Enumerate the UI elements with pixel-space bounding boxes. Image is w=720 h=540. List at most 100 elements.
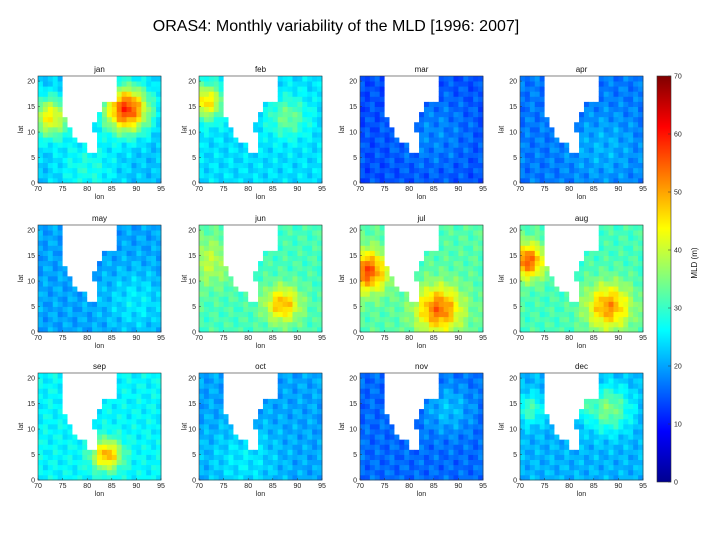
heatmap-cell — [423, 255, 430, 262]
heatmap-cell — [524, 91, 531, 97]
heatmap-cell — [111, 177, 118, 184]
heatmap-cell — [121, 474, 127, 481]
x-axis-label: lon — [417, 343, 426, 350]
heatmap-cell — [618, 311, 624, 318]
heatmap-cell — [603, 225, 609, 231]
heatmap-cell — [287, 250, 293, 256]
heatmap-cell — [414, 316, 420, 323]
heatmap-cell — [272, 321, 279, 328]
heatmap-cell — [218, 260, 224, 267]
heatmap-cell — [272, 137, 279, 143]
heatmap-cell — [374, 301, 381, 307]
heatmap-cell — [126, 101, 132, 107]
heatmap-cell — [82, 408, 88, 415]
heatmap-cell — [423, 121, 430, 128]
heatmap-cell — [374, 111, 381, 118]
heatmap-cell — [156, 255, 162, 262]
heatmap-cell — [583, 111, 590, 118]
heatmap-cell — [433, 245, 440, 251]
heatmap-cell — [419, 291, 425, 297]
heatmap-cell — [423, 316, 430, 323]
heatmap-cell — [468, 126, 474, 133]
heatmap-cell — [42, 464, 49, 471]
heatmap-cell — [414, 296, 420, 302]
heatmap-cell — [574, 137, 580, 143]
heatmap-cell — [199, 301, 205, 307]
heatmap-cell — [623, 275, 629, 282]
heatmap-cell — [312, 76, 318, 82]
heatmap-cell — [57, 469, 63, 476]
heatmap-cell — [77, 281, 83, 287]
heatmap-cell — [520, 245, 526, 251]
heatmap-cell — [151, 121, 157, 128]
heatmap-cell — [618, 137, 624, 143]
heatmap-cell — [47, 245, 54, 251]
heatmap-cell — [539, 286, 545, 292]
heatmap-cell — [156, 142, 162, 148]
heatmap-cell — [549, 142, 555, 148]
heatmap-cell — [136, 137, 142, 143]
heatmap-cell — [438, 265, 445, 272]
heatmap-cell — [463, 142, 469, 148]
heatmap-cell — [126, 373, 132, 379]
heatmap-cell — [374, 240, 381, 246]
heatmap-cell — [394, 316, 400, 323]
heatmap-cell — [468, 225, 474, 231]
heatmap-cell — [238, 311, 244, 318]
heatmap-cell — [82, 91, 88, 97]
heatmap-cell — [593, 116, 600, 123]
heatmap-cell — [423, 76, 430, 82]
heatmap-cell — [156, 270, 162, 277]
heatmap-cell — [529, 91, 536, 97]
heatmap-cell — [92, 225, 98, 231]
heatmap-cell — [613, 270, 619, 277]
heatmap-cell — [520, 250, 526, 256]
heatmap-cell — [389, 76, 395, 82]
heatmap-cell — [151, 408, 157, 415]
heatmap-cell — [67, 177, 73, 184]
heatmap-cell — [564, 235, 570, 241]
heatmap-cell — [468, 121, 474, 128]
heatmap-cell — [564, 101, 570, 107]
heatmap-cell — [399, 225, 405, 231]
heatmap-cell — [389, 142, 395, 148]
heatmap-cell — [549, 111, 555, 118]
heatmap-cell — [638, 86, 644, 92]
heatmap-cell — [520, 316, 526, 323]
heatmap-cell — [438, 172, 445, 179]
heatmap-cell — [374, 101, 381, 107]
heatmap-cell — [539, 265, 545, 272]
heatmap-cell — [277, 306, 284, 313]
heatmap-cell — [369, 116, 376, 123]
heatmap-cell — [448, 270, 454, 277]
heatmap-cell — [394, 96, 400, 102]
heatmap-cell — [92, 454, 98, 461]
heatmap-cell — [126, 142, 132, 148]
heatmap-cell — [598, 265, 605, 272]
heatmap-cell — [374, 316, 381, 323]
heatmap-cell — [598, 101, 605, 107]
heatmap-cell — [603, 281, 609, 287]
heatmap-cell — [47, 101, 54, 107]
heatmap-cell — [618, 76, 624, 82]
heatmap-cell — [151, 250, 157, 256]
heatmap-cell — [448, 265, 454, 272]
heatmap-cell — [292, 306, 298, 313]
heatmap-cell — [598, 86, 605, 92]
heatmap-cell — [638, 255, 644, 262]
heatmap-cell — [248, 265, 254, 272]
heatmap-cell — [297, 157, 303, 164]
heatmap-cell — [146, 147, 152, 153]
heatmap-cell — [549, 240, 555, 246]
heatmap-cell — [146, 286, 152, 292]
heatmap-cell — [126, 474, 132, 481]
panel-title: jan — [93, 65, 105, 74]
heatmap-cell — [428, 225, 435, 231]
heatmap-cell — [404, 142, 410, 148]
heatmap-cell — [534, 265, 541, 272]
heatmap-cell — [419, 96, 425, 102]
heatmap-cell — [433, 142, 440, 148]
heatmap-cell — [272, 225, 279, 231]
heatmap-cell — [57, 311, 63, 318]
